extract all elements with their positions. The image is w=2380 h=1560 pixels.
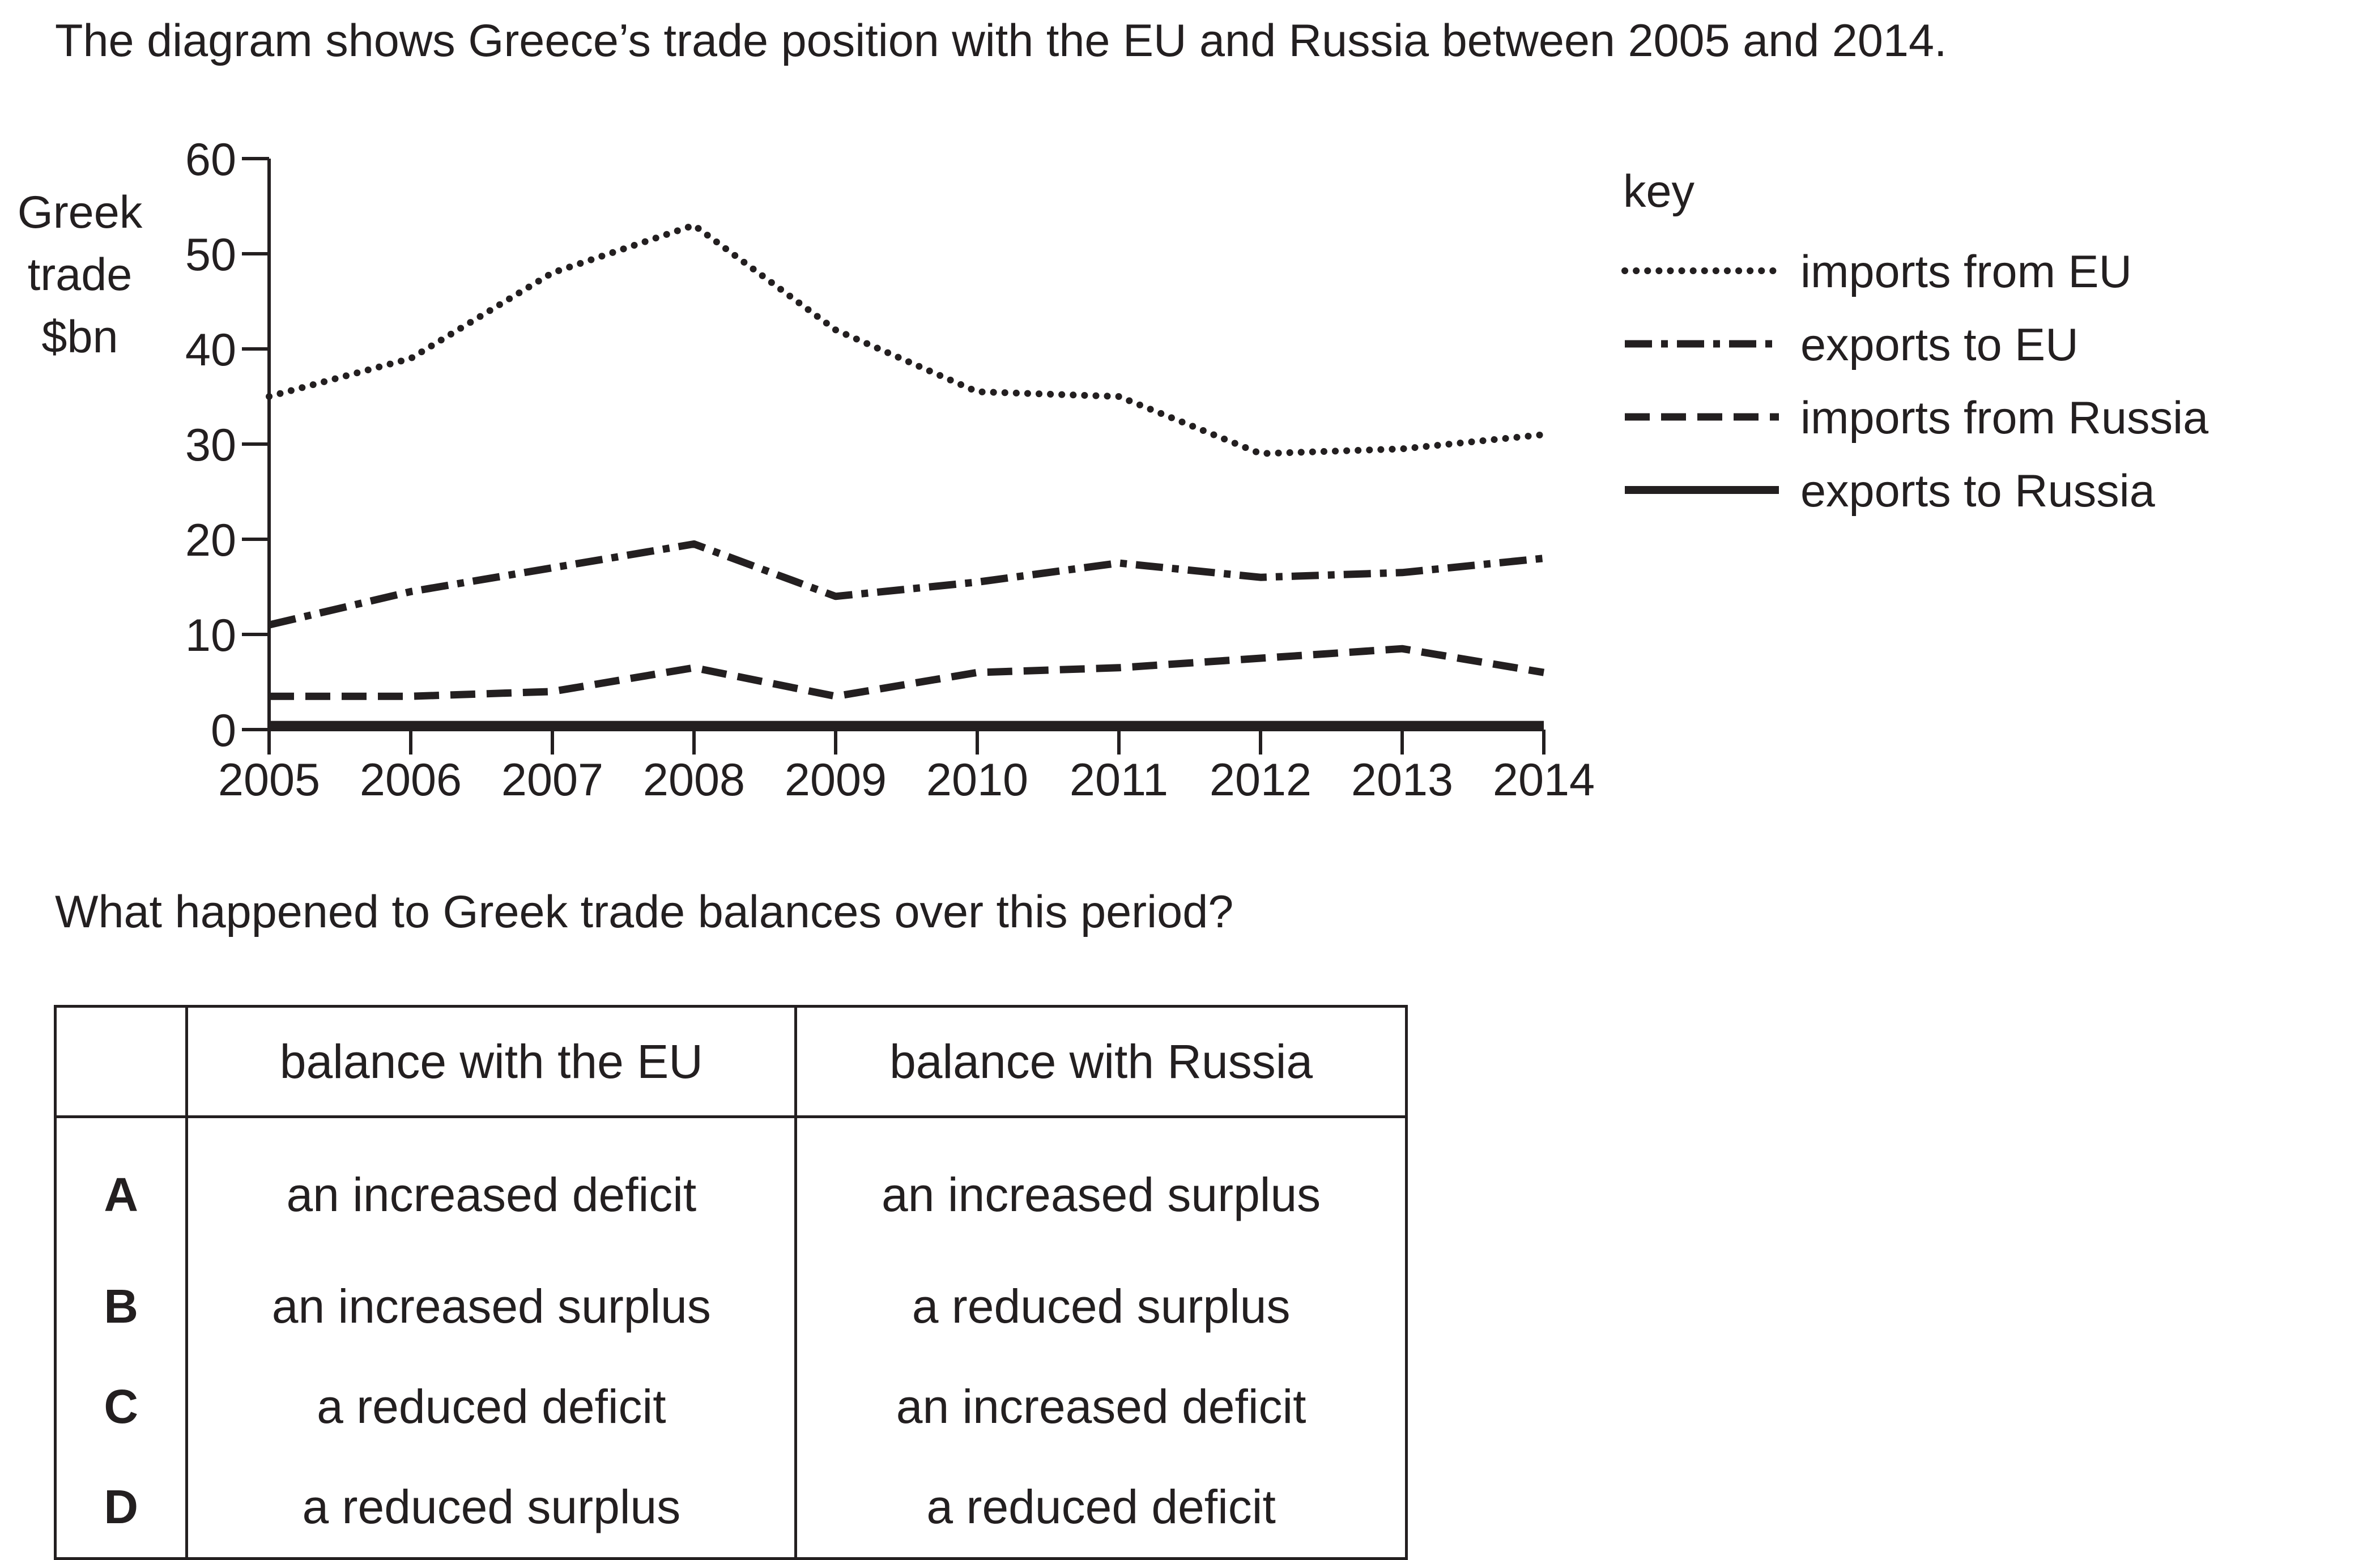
question-text: What happened to Greek trade balances ov…: [55, 886, 1234, 937]
y-axis-label-line: trade: [28, 249, 133, 300]
legend-label: imports from Russia: [1800, 393, 2209, 444]
option-eu-text: a reduced surplus: [185, 1457, 796, 1559]
trade-line-chart: Greek trade $bn 0 10 20 30 40 50 60 2005 2006 2007 2…: [18, 134, 2209, 805]
option-row-a[interactable]: A an increased deficit an increased surp…: [53, 1116, 1407, 1256]
y-tick-label: 50: [185, 229, 236, 280]
x-tick-label: 2013: [1351, 755, 1453, 805]
option-russia-text: a reduced deficit: [794, 1457, 1407, 1559]
intro-text: The diagram shows Greece’s trade positio…: [55, 15, 1947, 66]
legend-label: exports to Russia: [1800, 466, 2156, 517]
legend-label: imports from EU: [1800, 246, 2132, 297]
y-tick-label: 20: [185, 515, 236, 566]
legend-title: key: [1623, 166, 1695, 217]
option-letter: B: [53, 1256, 187, 1357]
x-tick-label: 2007: [501, 755, 603, 805]
x-tick-label: 2012: [1210, 755, 1312, 805]
y-axis-label-line: Greek: [18, 187, 143, 238]
y-tick-label: 60: [185, 134, 236, 185]
y-axis-label: Greek trade $bn: [18, 187, 143, 363]
header-eu: balance with the EU: [185, 1006, 796, 1118]
legend: key imports from EU exports to EU imports f…: [1621, 166, 2209, 517]
series-line-imports-from-russia: [269, 645, 1545, 700]
table-header-row: balance with the EU balance with Russia: [53, 1006, 1407, 1118]
option-letter: A: [53, 1116, 187, 1256]
y-tick-label: 0: [211, 705, 236, 756]
x-tick-label: 2009: [785, 755, 887, 805]
x-tick-label: 2014: [1493, 755, 1595, 805]
legend-label: exports to EU: [1800, 319, 2079, 370]
option-row-c[interactable]: C a reduced deficit an increased deficit: [53, 1357, 1407, 1457]
option-row-d[interactable]: D a reduced surplus a reduced deficit: [53, 1457, 1407, 1559]
option-eu-text: a reduced deficit: [185, 1357, 796, 1457]
option-russia-text: an increased surplus: [794, 1116, 1407, 1256]
option-letter: D: [53, 1457, 187, 1559]
option-eu-text: an increased surplus: [185, 1256, 796, 1357]
series-layer: [266, 221, 1547, 729]
option-letter: C: [53, 1357, 187, 1457]
series-line-exports-to-eu: [268, 540, 1544, 629]
header-blank: [53, 1006, 187, 1118]
x-tick-label: 2006: [360, 755, 462, 805]
axes: 0 10 20 30 40 50 60 2005 2006 2007 2008 2009 2010 201…: [185, 134, 1595, 805]
header-russia: balance with Russia: [794, 1006, 1407, 1118]
x-tick-label: 2008: [643, 755, 745, 805]
x-tick-label: 2005: [218, 755, 320, 805]
option-row-b[interactable]: B an increased surplus a reduced surplus: [53, 1256, 1407, 1357]
option-russia-text: an increased deficit: [794, 1357, 1407, 1457]
y-tick-label: 30: [185, 420, 236, 471]
series-line-imports-from-eu: [266, 221, 1547, 457]
option-russia-text: a reduced surplus: [794, 1256, 1407, 1357]
x-tick-label: 2010: [926, 755, 1028, 805]
y-axis-label-line: $bn: [41, 312, 118, 363]
y-tick-label: 40: [185, 325, 236, 376]
option-eu-text: an increased deficit: [185, 1116, 796, 1256]
answer-options-table: balance with the EU balance with Russia …: [53, 1005, 1408, 1560]
x-tick-label: 2011: [1070, 755, 1168, 805]
y-tick-label: 10: [185, 610, 236, 661]
